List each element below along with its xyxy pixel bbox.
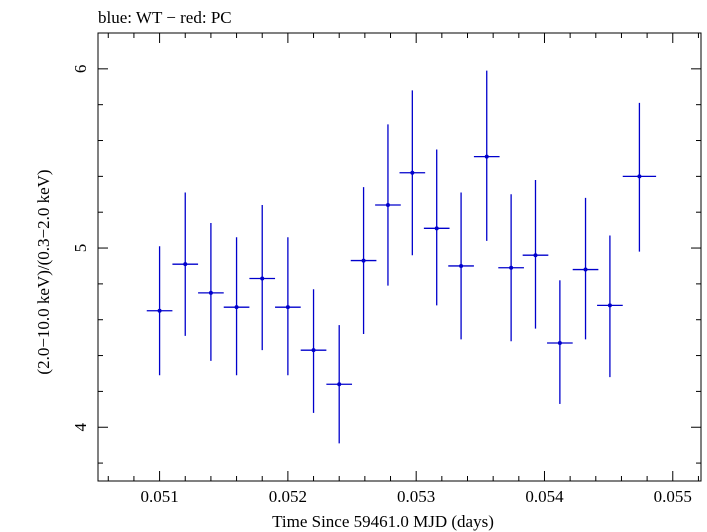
x-axis-label: Time Since 59461.0 MJD (days): [272, 512, 494, 531]
y-tick-label: 4: [71, 422, 90, 431]
point-marker: [533, 253, 538, 258]
data-point: [448, 192, 474, 340]
data-point: [622, 102, 657, 252]
x-tick-label: 0.052: [269, 487, 307, 506]
x-tick-label: 0.051: [140, 487, 178, 506]
data-point: [423, 149, 450, 306]
point-marker: [434, 226, 439, 231]
y-tick-label: 6: [71, 65, 90, 74]
point-marker: [459, 263, 464, 268]
data-point: [547, 280, 573, 404]
data-point: [300, 289, 327, 413]
data-point: [326, 325, 353, 444]
data-point: [572, 197, 599, 340]
point-marker: [260, 276, 265, 281]
data-point: [597, 235, 623, 378]
point-marker: [208, 290, 213, 295]
data-point: [350, 187, 377, 335]
data-point: [172, 192, 199, 336]
chart-title: blue: WT − red: PC: [98, 8, 232, 27]
point-marker: [361, 258, 366, 263]
data-point: [275, 237, 301, 376]
data-point: [522, 179, 549, 329]
data-point: [223, 237, 250, 376]
y-tick-label: 5: [71, 244, 90, 253]
plot-frame: [97, 32, 702, 482]
point-marker: [234, 305, 239, 310]
point-marker: [285, 305, 290, 310]
point-marker: [509, 265, 514, 270]
point-marker: [607, 303, 612, 308]
data-point: [146, 246, 173, 376]
data-point: [198, 222, 224, 361]
x-tick-label: 0.053: [397, 487, 435, 506]
data-point: [399, 90, 426, 256]
data-point: [249, 205, 276, 351]
point-marker: [410, 170, 415, 175]
point-marker: [557, 341, 562, 346]
point-marker: [385, 203, 390, 208]
tick-labels: 0.051 0.052 0.053 0.054 0.055 4 5 6: [71, 65, 692, 506]
point-marker: [311, 348, 316, 353]
point-marker: [583, 267, 588, 272]
data-point: [375, 124, 401, 286]
y-axis-label: (2.0−10.0 keV)/(0.3−2.0 keV): [34, 169, 53, 374]
data-point: [498, 194, 524, 342]
data-points: [146, 70, 657, 444]
point-marker: [157, 308, 162, 313]
x-tick-label: 0.054: [525, 487, 564, 506]
point-marker: [484, 154, 489, 159]
point-marker: [183, 262, 188, 267]
data-point: [473, 70, 500, 241]
axis-ticks: [98, 32, 701, 481]
point-marker: [637, 174, 642, 179]
point-marker: [337, 382, 342, 387]
x-tick-label: 0.055: [654, 487, 692, 506]
